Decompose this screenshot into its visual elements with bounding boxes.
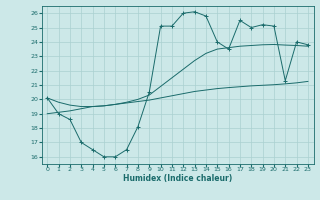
- X-axis label: Humidex (Indice chaleur): Humidex (Indice chaleur): [123, 174, 232, 183]
